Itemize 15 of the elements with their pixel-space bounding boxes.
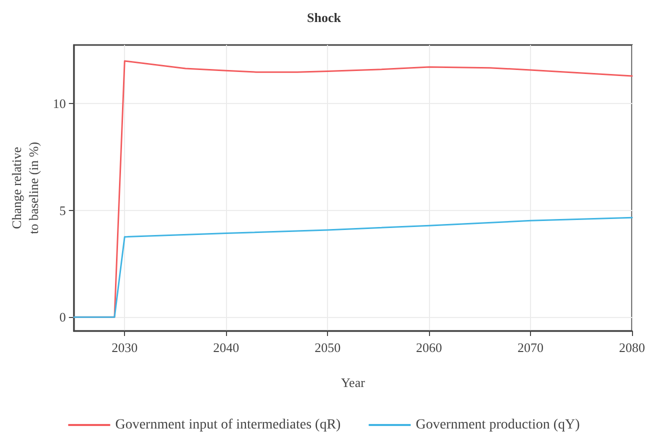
y-tick-label: 0: [59, 310, 66, 325]
x-tick-label: 2030: [112, 340, 138, 355]
y-tick-label: 10: [52, 96, 66, 112]
y-tick-label: 5: [59, 202, 66, 218]
line-series: [73, 216, 633, 318]
x-tick-label: 2080: [619, 340, 645, 355]
chart-title: Shock: [307, 10, 342, 25]
x-axis-title: Year: [340, 375, 366, 390]
y-axis-title: Change relative to baseline (in %): [9, 142, 41, 234]
x-tick-label: 2050: [314, 340, 341, 355]
x-tick-label: 2070: [518, 340, 544, 355]
legend-label: Government production (qY): [416, 418, 580, 432]
legend-label: Government input of intermediates (qR): [115, 418, 342, 432]
x-tick-label: 2060: [416, 340, 442, 355]
x-tick-label: 2040: [213, 340, 240, 355]
